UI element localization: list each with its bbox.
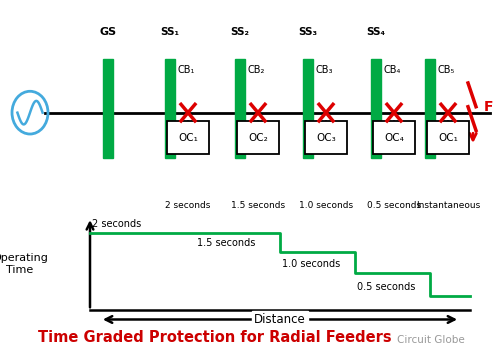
Text: Circuit Globe: Circuit Globe xyxy=(397,335,465,345)
Bar xyxy=(427,121,469,154)
Text: Distance: Distance xyxy=(254,313,306,326)
Text: 2 seconds: 2 seconds xyxy=(166,201,210,210)
Text: Instantaneous: Instantaneous xyxy=(416,201,480,210)
Text: 1.0 seconds: 1.0 seconds xyxy=(282,259,340,269)
Text: 1.5 seconds: 1.5 seconds xyxy=(197,238,256,248)
Text: OC₁: OC₁ xyxy=(438,133,458,143)
Text: SS₄: SS₄ xyxy=(366,27,386,37)
Text: 0.5 seconds: 0.5 seconds xyxy=(367,201,421,210)
Bar xyxy=(165,59,175,158)
Bar xyxy=(103,59,113,158)
Text: 2 seconds: 2 seconds xyxy=(92,219,142,229)
Text: OC₁: OC₁ xyxy=(178,133,198,143)
Text: SS₁: SS₁ xyxy=(160,27,180,37)
Text: CB₁: CB₁ xyxy=(178,65,196,75)
Bar xyxy=(305,121,347,154)
Text: SS₃: SS₃ xyxy=(298,27,318,37)
Text: 1.5 seconds: 1.5 seconds xyxy=(231,201,285,210)
Text: OC₄: OC₄ xyxy=(384,133,404,143)
Bar xyxy=(167,121,209,154)
Text: SS₂: SS₂ xyxy=(230,27,250,37)
Text: CB₂: CB₂ xyxy=(248,65,266,75)
Text: F: F xyxy=(484,100,494,114)
Bar xyxy=(373,121,415,154)
Bar xyxy=(303,59,313,158)
Text: Operating
Time: Operating Time xyxy=(0,253,48,275)
Text: 1.0 seconds: 1.0 seconds xyxy=(299,201,353,210)
Text: GS: GS xyxy=(100,27,116,37)
Bar xyxy=(371,59,381,158)
Bar xyxy=(425,59,435,158)
Text: OC₂: OC₂ xyxy=(248,133,268,143)
Text: CB₃: CB₃ xyxy=(316,65,334,75)
Text: CB₄: CB₄ xyxy=(384,65,402,75)
Bar xyxy=(237,121,279,154)
Text: CB₅: CB₅ xyxy=(438,65,455,75)
Text: 0.5 seconds: 0.5 seconds xyxy=(357,282,416,292)
Bar xyxy=(235,59,245,158)
Text: Time Graded Protection for Radial Feeders: Time Graded Protection for Radial Feeder… xyxy=(38,330,392,345)
Text: OC₃: OC₃ xyxy=(316,133,336,143)
